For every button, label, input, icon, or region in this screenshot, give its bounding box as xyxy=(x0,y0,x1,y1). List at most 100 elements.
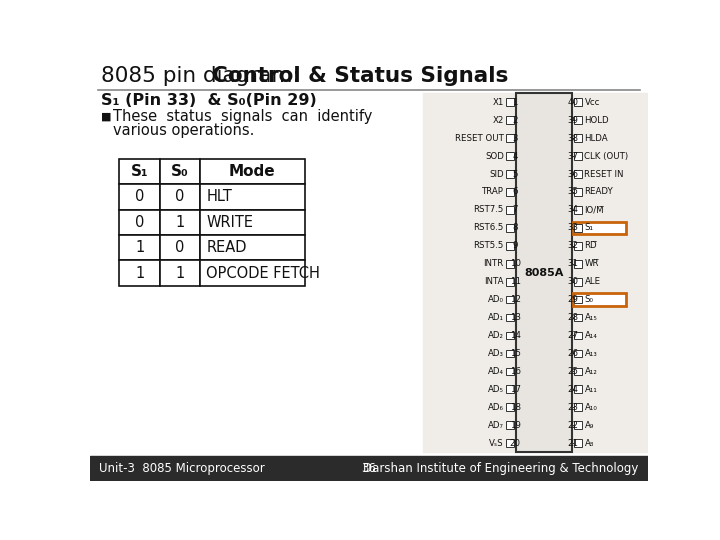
Text: HLT: HLT xyxy=(206,190,232,204)
Bar xyxy=(506,116,514,124)
Text: Unit-3  8085 Microprocessor: Unit-3 8085 Microprocessor xyxy=(99,462,265,475)
Text: 12: 12 xyxy=(510,295,521,304)
Text: 24: 24 xyxy=(567,385,579,394)
Bar xyxy=(160,159,200,184)
Text: 20: 20 xyxy=(510,438,521,448)
Text: 6: 6 xyxy=(513,187,518,197)
Bar xyxy=(160,184,200,210)
Bar xyxy=(575,278,582,286)
Text: 37: 37 xyxy=(567,152,579,160)
Bar xyxy=(160,260,200,286)
Text: 11: 11 xyxy=(510,277,521,286)
Text: READ: READ xyxy=(206,240,247,255)
Bar xyxy=(120,210,160,235)
Text: 16: 16 xyxy=(510,367,521,376)
Text: A₁₁: A₁₁ xyxy=(585,385,598,394)
Bar xyxy=(200,210,305,235)
Text: These  status  signals  can  identify: These status signals can identify xyxy=(113,109,373,124)
Text: 18: 18 xyxy=(510,403,521,412)
Text: S₁: S₁ xyxy=(585,224,593,232)
Text: VₛS: VₛS xyxy=(489,438,504,448)
Text: AD₂: AD₂ xyxy=(488,331,504,340)
Bar xyxy=(200,159,305,184)
Text: CLK (OUT): CLK (OUT) xyxy=(585,152,629,160)
Bar xyxy=(120,184,160,210)
Bar xyxy=(575,152,582,160)
Bar xyxy=(506,403,514,411)
Text: 29: 29 xyxy=(568,295,579,304)
Text: RST6.5: RST6.5 xyxy=(474,224,504,232)
Text: 5: 5 xyxy=(513,170,518,179)
Bar xyxy=(506,224,514,232)
Text: S₀: S₀ xyxy=(585,295,593,304)
Text: S₁ (Pin 33)  & S₀(Pin 29): S₁ (Pin 33) & S₀(Pin 29) xyxy=(101,93,317,107)
Bar xyxy=(506,98,514,106)
Bar xyxy=(506,349,514,357)
Text: READY: READY xyxy=(585,187,613,197)
Bar xyxy=(575,403,582,411)
Text: HOLD: HOLD xyxy=(585,116,609,125)
Bar xyxy=(575,439,582,447)
Bar xyxy=(506,421,514,429)
Text: X1: X1 xyxy=(492,98,504,107)
Text: A₁₂: A₁₂ xyxy=(585,367,598,376)
Text: 13: 13 xyxy=(510,313,521,322)
Text: SOD: SOD xyxy=(485,152,504,160)
Bar xyxy=(575,368,582,375)
Text: 17: 17 xyxy=(510,385,521,394)
Text: 0: 0 xyxy=(175,240,184,255)
Bar xyxy=(506,242,514,249)
Text: 40: 40 xyxy=(567,98,579,107)
Bar xyxy=(575,242,582,249)
Text: 0: 0 xyxy=(175,190,184,204)
Bar xyxy=(575,116,582,124)
Bar xyxy=(90,456,648,481)
Text: HLDA: HLDA xyxy=(585,133,608,143)
Text: Vcc: Vcc xyxy=(585,98,600,107)
Text: Control & Status Signals: Control & Status Signals xyxy=(212,66,508,86)
Text: 7: 7 xyxy=(513,205,518,214)
Text: WRITE: WRITE xyxy=(206,215,253,230)
Bar xyxy=(575,332,582,339)
Text: RESET OUT: RESET OUT xyxy=(455,133,504,143)
Bar xyxy=(506,386,514,393)
Text: 1: 1 xyxy=(135,266,144,281)
Bar xyxy=(575,98,582,106)
Bar xyxy=(506,439,514,447)
Bar xyxy=(120,159,160,184)
Text: 1: 1 xyxy=(175,266,184,281)
Text: 34: 34 xyxy=(567,205,579,214)
Text: AD₁: AD₁ xyxy=(488,313,504,322)
Bar xyxy=(200,260,305,286)
Text: 39: 39 xyxy=(568,116,579,125)
Text: Darshan Institute of Engineering & Technology: Darshan Institute of Engineering & Techn… xyxy=(364,462,639,475)
Bar xyxy=(200,184,305,210)
Text: RST5.5: RST5.5 xyxy=(474,241,504,250)
Text: 0: 0 xyxy=(135,215,144,230)
Bar xyxy=(506,134,514,142)
Text: ALE: ALE xyxy=(585,277,600,286)
Bar xyxy=(575,296,582,303)
Bar xyxy=(506,260,514,268)
Bar xyxy=(506,332,514,339)
Text: SID: SID xyxy=(489,170,504,179)
Text: 8085A: 8085A xyxy=(524,268,564,278)
Text: 31: 31 xyxy=(567,259,579,268)
Text: S₀: S₀ xyxy=(171,164,189,179)
Text: 8085 pin diagram:: 8085 pin diagram: xyxy=(101,66,307,86)
Bar xyxy=(506,188,514,196)
Text: 28: 28 xyxy=(567,313,579,322)
Text: 22: 22 xyxy=(567,421,579,430)
Text: AD₀: AD₀ xyxy=(488,295,504,304)
Bar xyxy=(160,235,200,260)
Bar xyxy=(575,260,582,268)
Bar xyxy=(120,235,160,260)
Text: OPCODE FETCH: OPCODE FETCH xyxy=(206,266,320,281)
Text: 36: 36 xyxy=(361,462,377,475)
Text: WR̅: WR̅ xyxy=(585,259,599,268)
Bar xyxy=(575,421,582,429)
Bar xyxy=(516,93,572,452)
Bar xyxy=(573,222,626,234)
Bar xyxy=(506,170,514,178)
Text: AD₄: AD₄ xyxy=(488,367,504,376)
